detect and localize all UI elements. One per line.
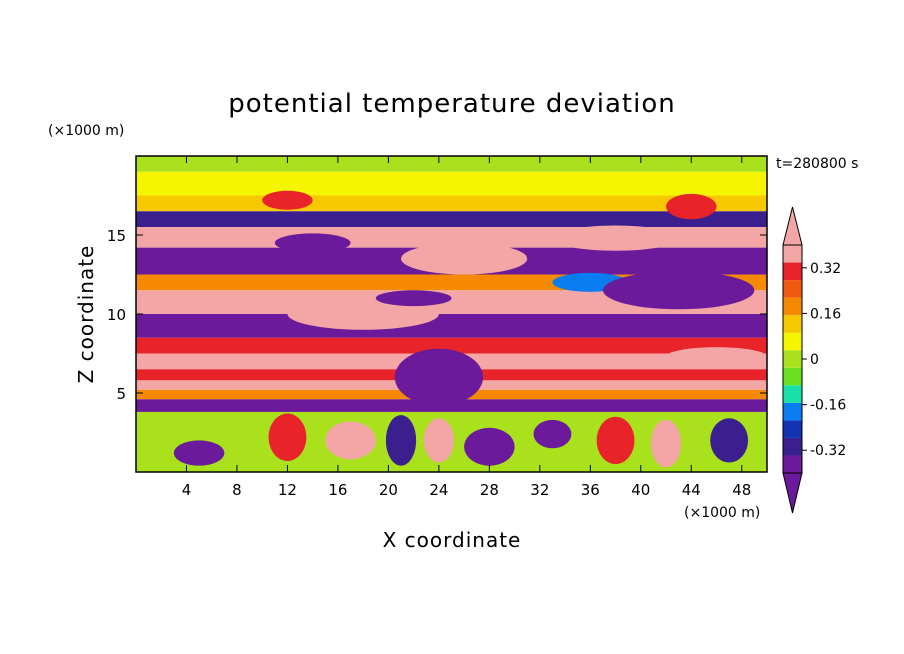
y-unit-label: (×1000 m)	[48, 123, 124, 139]
heatmap-field	[136, 156, 767, 472]
x-tick-label: 28	[480, 481, 499, 499]
field-blob	[596, 416, 635, 465]
colorbar-swatch	[783, 385, 802, 403]
field-band	[136, 156, 767, 172]
field-band	[136, 337, 767, 354]
colorbar-tick-label: 0	[810, 352, 819, 368]
x-unit-label: (×1000 m)	[684, 505, 760, 521]
colorbar-swatch	[783, 420, 802, 438]
field-blob	[262, 190, 313, 210]
field-blob	[552, 225, 679, 251]
field-blob	[666, 193, 717, 220]
x-tick-label: 20	[379, 481, 398, 499]
field-blob	[287, 298, 439, 330]
field-blob	[666, 347, 767, 367]
x-tick-label: 44	[682, 481, 701, 499]
colorbar-tick-label: 0.32	[810, 261, 841, 277]
field-blob	[274, 233, 351, 253]
colorbar-swatch	[783, 245, 802, 263]
y-tick-label: 10	[107, 306, 126, 324]
field-band	[136, 314, 767, 338]
x-tick-label: 8	[232, 481, 242, 499]
x-axis: 4 8 12 16 20 24 28 32 36 40 44 48	[182, 156, 751, 499]
x-tick-label: 16	[328, 481, 347, 499]
field-band	[136, 211, 767, 228]
field-blob	[533, 419, 572, 449]
colorbar-swatch	[783, 315, 802, 333]
x-tick-label: 36	[581, 481, 600, 499]
field-blob	[650, 419, 682, 468]
field-blob	[710, 418, 749, 463]
colorbar-min-extend	[782, 472, 803, 514]
colorbar-tick-label: 0.16	[810, 306, 841, 322]
x-tick-label: 48	[732, 481, 751, 499]
colorbar: -0.32 -0.16 0 0.16 0.32	[782, 206, 846, 514]
x-tick-label: 32	[530, 481, 549, 499]
y-axis: 5 10 15	[107, 227, 767, 403]
x-tick-label: 40	[631, 481, 650, 499]
field-blob	[401, 242, 528, 275]
colorbar-swatch	[783, 402, 802, 421]
field-blob	[394, 348, 484, 406]
colorbar-swatch	[783, 455, 802, 473]
y-axis-label: Z coordinate	[74, 245, 98, 384]
chart-title: potential temperature deviation	[228, 89, 675, 119]
colorbar-swatch	[783, 350, 802, 368]
field-blob	[385, 415, 417, 466]
field-band	[136, 171, 767, 196]
field-blob	[464, 427, 515, 466]
colorbar-tick-label: -0.32	[810, 443, 846, 459]
colorbar-swatch	[783, 437, 802, 456]
field-band	[136, 399, 767, 412]
colorbar-swatch	[783, 332, 802, 351]
field-blob	[173, 440, 225, 466]
y-tick-label: 15	[107, 227, 126, 245]
field-blob	[602, 271, 755, 310]
colorbar-swatch	[783, 367, 802, 386]
colorbar-swatch	[783, 280, 802, 298]
y-tick-label: 5	[116, 385, 126, 403]
field-blob	[268, 413, 307, 461]
colorbar-swatch	[783, 297, 802, 316]
x-axis-label: X coordinate	[383, 528, 522, 552]
field-blob	[375, 290, 452, 307]
x-tick-label: 4	[182, 481, 192, 499]
colorbar-tick-label: -0.16	[810, 398, 846, 414]
x-tick-label: 24	[429, 481, 448, 499]
field-blob	[325, 421, 376, 460]
colorbar-swatch	[783, 262, 802, 281]
time-label: t=280800 s	[776, 156, 858, 172]
colorbar-max-extend	[782, 206, 803, 246]
x-tick-label: 12	[278, 481, 297, 499]
field-blob	[423, 418, 455, 463]
